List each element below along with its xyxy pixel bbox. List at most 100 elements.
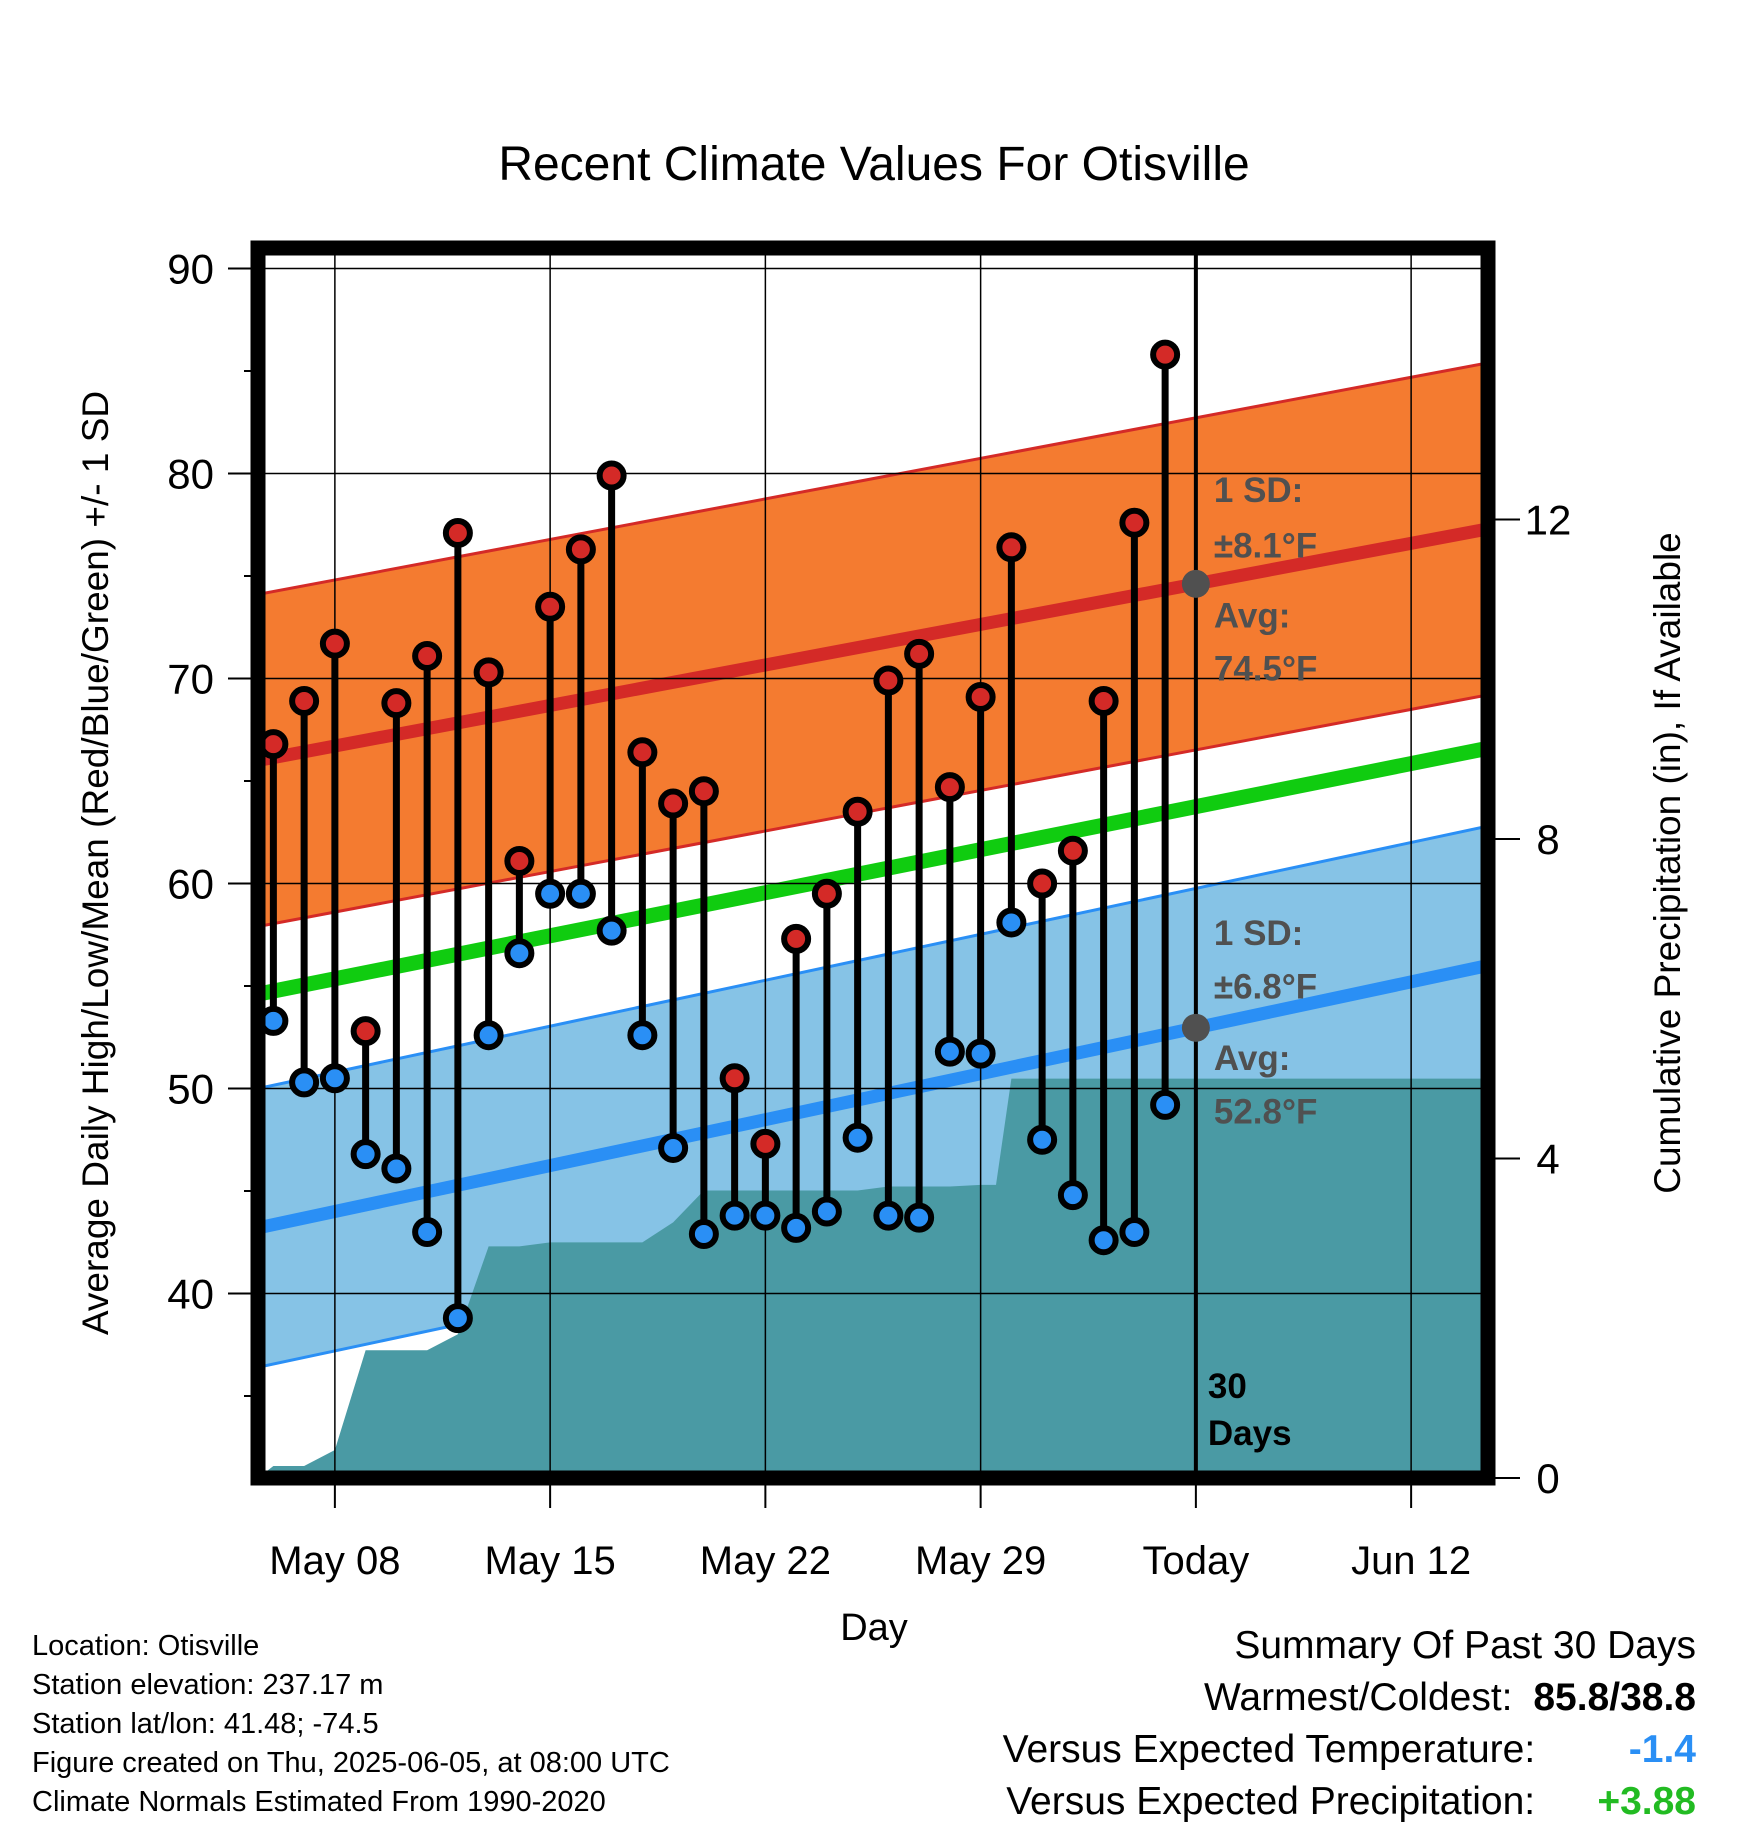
info-elevation: Station elevation: 237.17 m bbox=[32, 1669, 384, 1701]
high-point bbox=[965, 681, 996, 712]
y-tick-label: 50 bbox=[167, 1066, 214, 1113]
high-point bbox=[1088, 686, 1119, 717]
high-point bbox=[1119, 507, 1150, 538]
low-band-upper-edge bbox=[258, 824, 1488, 1090]
y-tick-label: 90 bbox=[167, 246, 214, 293]
summary-temp-row: Versus Expected Temperature: -1.4 bbox=[1003, 1724, 1696, 1776]
high-point bbox=[750, 1128, 781, 1159]
high-avg-label: Avg: bbox=[1214, 596, 1290, 635]
chart-title: Recent Climate Values For Otisville bbox=[498, 138, 1249, 191]
low-point bbox=[688, 1219, 719, 1250]
high-point bbox=[1057, 835, 1088, 866]
high-point bbox=[535, 591, 566, 622]
low-point bbox=[1027, 1124, 1058, 1155]
grid-lines bbox=[258, 248, 1488, 1478]
high-band-lower-edge bbox=[258, 693, 1488, 929]
high-point bbox=[688, 776, 719, 807]
high-point bbox=[504, 845, 535, 876]
high-point bbox=[996, 532, 1027, 563]
high-point bbox=[473, 657, 504, 688]
high-point bbox=[319, 628, 350, 659]
y-tick-label: 60 bbox=[167, 861, 214, 908]
y2-tick-label: 8 bbox=[1536, 816, 1559, 863]
temp-label: Versus Expected Temperature: bbox=[1002, 1728, 1536, 1771]
info-location: Location: Otisville bbox=[32, 1630, 260, 1662]
high-avg-line bbox=[258, 522, 1488, 767]
high-sd-value: ±8.1°F bbox=[1214, 527, 1317, 566]
low-point bbox=[904, 1202, 935, 1233]
x-tick-label: Today bbox=[1143, 1539, 1250, 1583]
low-point bbox=[504, 938, 535, 969]
low-point bbox=[811, 1196, 842, 1227]
high-point bbox=[904, 638, 935, 669]
precip-value: +3.88 bbox=[1597, 1780, 1696, 1823]
low-point bbox=[873, 1200, 904, 1231]
low-avg-today-marker bbox=[1181, 1013, 1210, 1042]
low-point bbox=[1150, 1089, 1181, 1120]
temp-value: -1.4 bbox=[1628, 1728, 1696, 1771]
low-point bbox=[781, 1212, 812, 1243]
low-point bbox=[1057, 1180, 1088, 1211]
high-point bbox=[442, 517, 473, 548]
precip-area bbox=[258, 1078, 1488, 1478]
summary-panel: Summary Of Past 30 Days Warmest/Coldest:… bbox=[1003, 1620, 1696, 1828]
low-point bbox=[750, 1200, 781, 1231]
low-point bbox=[934, 1036, 965, 1067]
low-sd-label: 1 SD: bbox=[1214, 914, 1303, 953]
temperature-marks bbox=[258, 339, 1181, 1334]
low-point bbox=[412, 1217, 443, 1247]
high-band-upper-edge bbox=[258, 361, 1488, 596]
low-point bbox=[719, 1200, 750, 1231]
warm-cold-label: Warmest/Coldest: bbox=[1204, 1676, 1513, 1719]
low-sd-value: ±6.8°F bbox=[1214, 967, 1317, 1006]
axes: 40 50 60 70 80 90 0 4 8 12 May 08 May 15 May 22 May 2… bbox=[167, 246, 1571, 1584]
summary-warm-cold-row: Warmest/Coldest: 85.8/38.8 bbox=[1003, 1672, 1696, 1724]
high-point bbox=[1027, 868, 1058, 899]
low-point bbox=[965, 1038, 996, 1069]
low-point bbox=[842, 1122, 873, 1153]
low-point bbox=[289, 1067, 320, 1098]
days-label-count: 30 bbox=[1208, 1367, 1247, 1406]
high-point bbox=[781, 923, 812, 954]
x-tick-label: May 22 bbox=[700, 1539, 831, 1583]
low-avg-label: Avg: bbox=[1214, 1039, 1290, 1078]
high-point bbox=[719, 1063, 750, 1094]
high-point bbox=[565, 534, 596, 565]
x-axis-label: Day bbox=[840, 1607, 908, 1649]
low-point bbox=[442, 1303, 473, 1334]
high-point bbox=[381, 688, 412, 719]
low-point bbox=[658, 1132, 689, 1163]
low-point bbox=[565, 878, 596, 909]
y2-axis-label: Cumulative Precipitation (in), If Availa… bbox=[1647, 532, 1688, 1194]
high-sd-label: 1 SD: bbox=[1214, 471, 1303, 510]
low-point bbox=[1088, 1225, 1119, 1256]
y-tick-label: 40 bbox=[167, 1271, 214, 1318]
normal-annotations: 1 SD: ±8.1°F Avg: 74.5°F 1 SD: ±6.8°F Avg: 52.8… bbox=[1181, 471, 1318, 1453]
high-point bbox=[627, 737, 658, 768]
high-avg-value: 74.5°F bbox=[1214, 650, 1318, 689]
low-point bbox=[350, 1139, 381, 1170]
high-point bbox=[289, 686, 320, 717]
low-point bbox=[381, 1153, 412, 1184]
x-tick-label: May 15 bbox=[485, 1539, 616, 1583]
x-tick-label: May 08 bbox=[269, 1539, 400, 1583]
low-point bbox=[1119, 1217, 1150, 1247]
low-point bbox=[627, 1020, 658, 1051]
warm-cold-value: 85.8/38.8 bbox=[1533, 1676, 1696, 1719]
summary-heading: Summary Of Past 30 Days bbox=[1234, 1624, 1696, 1667]
low-avg-value: 52.8°F bbox=[1214, 1092, 1318, 1131]
y2-tick-label: 0 bbox=[1536, 1455, 1559, 1502]
high-point bbox=[934, 772, 965, 803]
y-axis-label: Average Daily High/Low/Mean (Red/Blue/Gr… bbox=[75, 391, 116, 1335]
y-tick-label: 70 bbox=[167, 656, 214, 703]
x-tick-label: May 29 bbox=[915, 1539, 1046, 1583]
high-point bbox=[658, 788, 689, 819]
high-point bbox=[842, 796, 873, 827]
mean-avg-line bbox=[258, 740, 1488, 1002]
x-tick-label: Jun 12 bbox=[1351, 1539, 1471, 1583]
low-point bbox=[535, 878, 566, 909]
y-tick-label: 80 bbox=[167, 451, 214, 498]
high-point bbox=[596, 460, 627, 491]
info-normals: Climate Normals Estimated From 1990-2020 bbox=[32, 1786, 606, 1818]
